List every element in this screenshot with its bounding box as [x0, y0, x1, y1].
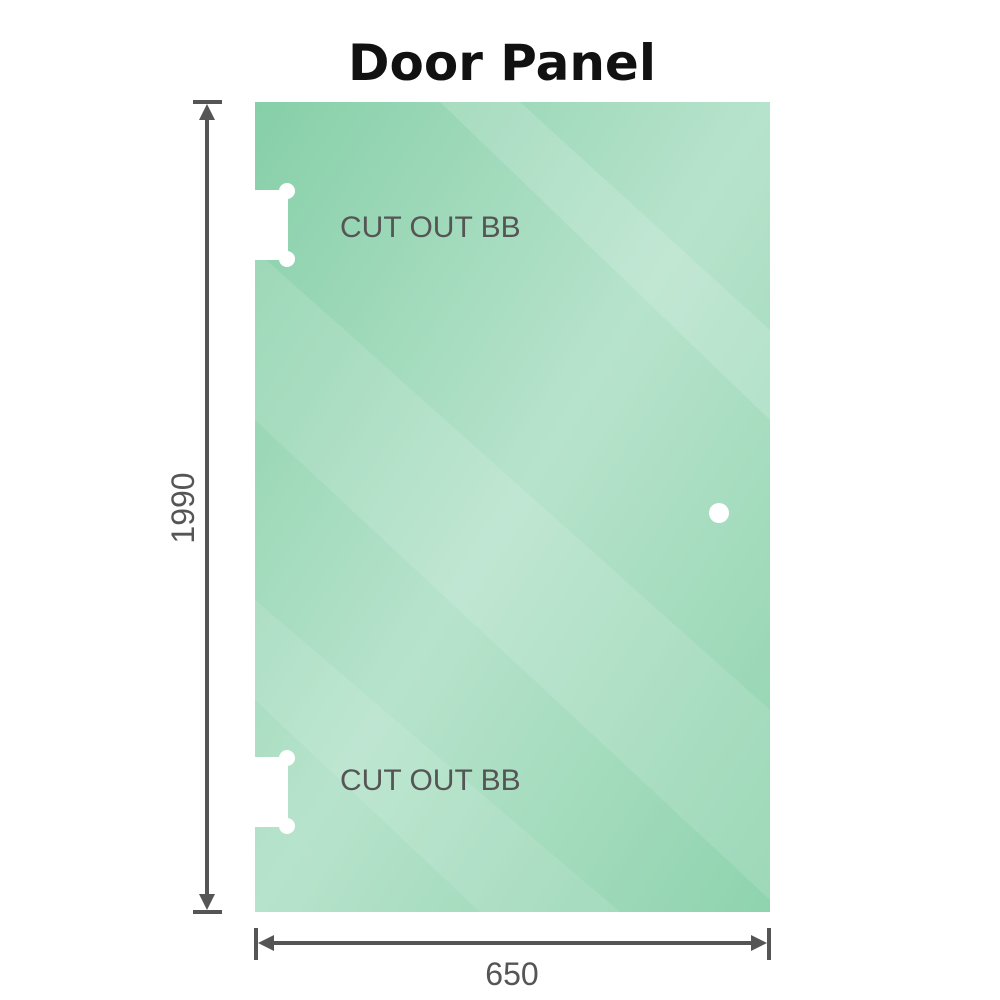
cutout-label-bottom: CUT OUT BB — [340, 764, 521, 797]
arrow-left-icon — [258, 935, 274, 951]
height-dimension-line — [193, 100, 222, 914]
arrow-up-icon — [199, 104, 215, 120]
glass-panel — [255, 102, 770, 912]
arrow-right-icon — [751, 935, 767, 951]
cutout-label-top: CUT OUT BB — [340, 211, 521, 244]
reflection-stripe — [255, 250, 770, 900]
cutout-bottom — [254, 750, 295, 834]
handle-hole — [709, 503, 729, 523]
width-dimension-label: 650 — [485, 956, 538, 992]
reflection-stripe — [440, 102, 770, 420]
width-dimension-line — [254, 928, 771, 960]
diagram-title: Door Panel — [348, 34, 656, 92]
reflection-stripe — [255, 600, 620, 912]
height-dimension-label: 1990 — [165, 472, 201, 543]
cutout-top — [254, 183, 295, 267]
arrow-down-icon — [199, 894, 215, 910]
